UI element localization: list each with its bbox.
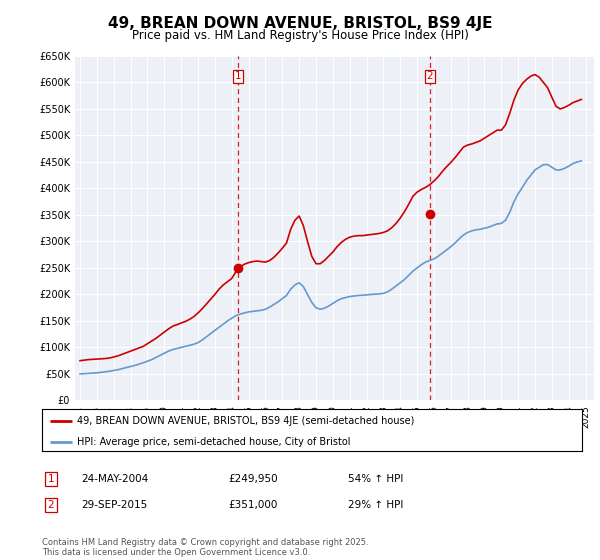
Text: 2: 2 xyxy=(427,72,433,82)
Text: Price paid vs. HM Land Registry's House Price Index (HPI): Price paid vs. HM Land Registry's House … xyxy=(131,29,469,42)
Text: 24-MAY-2004: 24-MAY-2004 xyxy=(81,474,148,484)
Text: 29-SEP-2015: 29-SEP-2015 xyxy=(81,500,147,510)
Text: HPI: Average price, semi-detached house, City of Bristol: HPI: Average price, semi-detached house,… xyxy=(77,437,350,446)
Text: 1: 1 xyxy=(47,474,55,484)
Text: £351,000: £351,000 xyxy=(228,500,277,510)
Text: Contains HM Land Registry data © Crown copyright and database right 2025.
This d: Contains HM Land Registry data © Crown c… xyxy=(42,538,368,557)
Text: 29% ↑ HPI: 29% ↑ HPI xyxy=(348,500,403,510)
Text: £249,950: £249,950 xyxy=(228,474,278,484)
Text: 1: 1 xyxy=(235,72,242,82)
Text: 54% ↑ HPI: 54% ↑ HPI xyxy=(348,474,403,484)
Text: 49, BREAN DOWN AVENUE, BRISTOL, BS9 4JE: 49, BREAN DOWN AVENUE, BRISTOL, BS9 4JE xyxy=(108,16,492,31)
Text: 2: 2 xyxy=(47,500,55,510)
Text: 49, BREAN DOWN AVENUE, BRISTOL, BS9 4JE (semi-detached house): 49, BREAN DOWN AVENUE, BRISTOL, BS9 4JE … xyxy=(77,416,415,426)
